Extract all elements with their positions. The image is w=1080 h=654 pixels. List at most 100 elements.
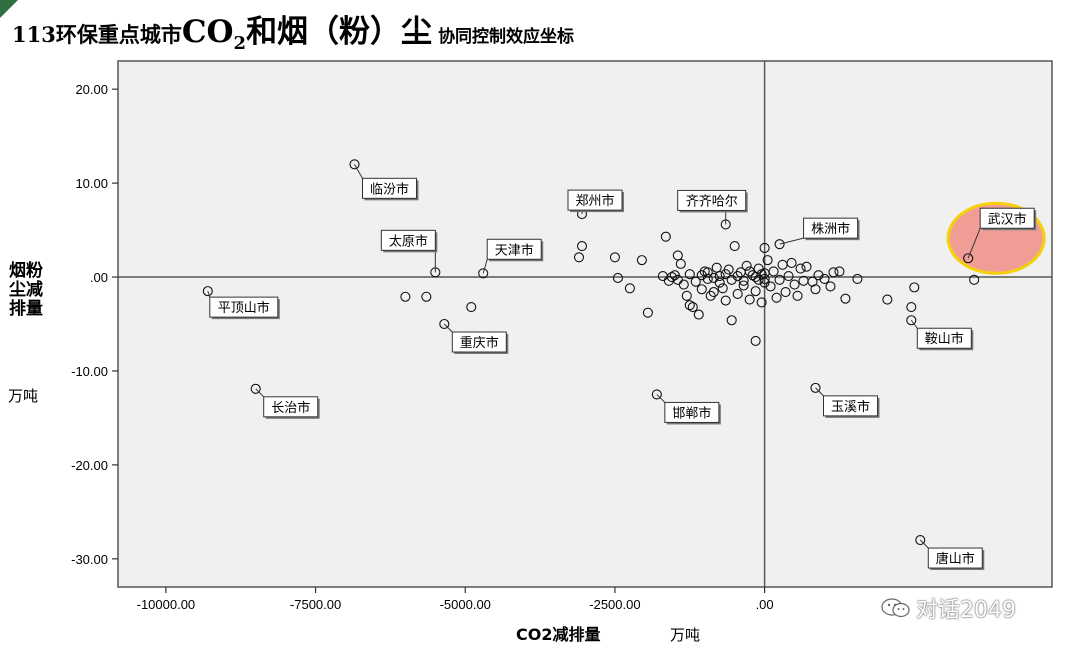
data-point bbox=[714, 271, 725, 282]
title-part3: 协同控制效应坐标 bbox=[438, 27, 575, 47]
data-point bbox=[705, 290, 716, 301]
point-label: 唐山市 bbox=[936, 551, 975, 567]
x-axis-unit: 万吨 bbox=[670, 626, 701, 644]
data-point bbox=[609, 252, 620, 263]
data-point bbox=[882, 294, 893, 305]
data-point bbox=[834, 266, 845, 277]
data-point bbox=[738, 275, 749, 286]
label-box bbox=[916, 327, 972, 349]
data-point bbox=[720, 269, 731, 280]
label-box bbox=[361, 177, 417, 199]
y-tick-label: .00 bbox=[90, 270, 108, 285]
point-label: 株洲市 bbox=[811, 221, 850, 237]
point-label: 平顶山市 bbox=[218, 300, 270, 316]
data-point bbox=[825, 281, 836, 292]
title-co2: CO2和烟（粉）尘 bbox=[182, 6, 432, 54]
point-label: 重庆市 bbox=[460, 335, 499, 351]
data-point bbox=[786, 257, 797, 268]
data-point bbox=[687, 302, 698, 313]
wechat-icon bbox=[881, 598, 910, 618]
data-point bbox=[690, 276, 701, 287]
data-point bbox=[819, 273, 830, 284]
data-point bbox=[906, 302, 917, 313]
data-point bbox=[810, 284, 821, 295]
point-label: 临汾市 bbox=[370, 181, 409, 197]
data-point bbox=[642, 307, 653, 318]
labeled-data-point bbox=[651, 389, 662, 400]
label-leader-line bbox=[656, 394, 666, 403]
point-label: 玉溪市 bbox=[831, 399, 870, 415]
y-tick-label: -20.00 bbox=[71, 458, 108, 473]
data-point bbox=[795, 263, 806, 274]
data-point bbox=[720, 295, 731, 306]
labeled-data-point bbox=[250, 383, 261, 394]
data-point bbox=[708, 287, 719, 298]
title-co: CO bbox=[181, 14, 234, 50]
data-point bbox=[421, 291, 432, 302]
label-box bbox=[927, 547, 983, 569]
data-point bbox=[909, 282, 920, 293]
point-label: 长治市 bbox=[271, 400, 310, 416]
data-point bbox=[840, 293, 851, 304]
x-tick-label: -5000.00 bbox=[440, 597, 491, 612]
data-point bbox=[753, 274, 764, 285]
labeled-data-point bbox=[906, 315, 917, 326]
point-label: 齐齐哈尔 bbox=[686, 193, 738, 209]
label-leader-line bbox=[967, 228, 981, 259]
data-point bbox=[717, 283, 728, 294]
corner-decoration bbox=[0, 0, 18, 18]
data-point bbox=[400, 291, 411, 302]
point-label: 天津市 bbox=[495, 242, 534, 258]
y-axis-unit: 万吨 bbox=[8, 387, 39, 405]
x-axis-label: CO2减排量 bbox=[516, 625, 601, 644]
data-point bbox=[696, 284, 707, 295]
labeled-data-point bbox=[810, 382, 821, 393]
data-point bbox=[681, 290, 692, 301]
data-point bbox=[750, 286, 761, 297]
label-leader-line bbox=[354, 164, 363, 179]
data-point bbox=[759, 273, 770, 284]
point-label: 郑州市 bbox=[575, 193, 614, 209]
data-point bbox=[573, 252, 585, 263]
label-box bbox=[677, 189, 747, 211]
x-tick-label: .00 bbox=[756, 597, 774, 612]
data-point bbox=[789, 279, 800, 290]
data-point bbox=[636, 255, 647, 266]
label-leader-line bbox=[207, 290, 211, 298]
data-point bbox=[466, 302, 477, 313]
point-label: 邯郸市 bbox=[672, 405, 711, 421]
data-point bbox=[624, 283, 635, 294]
label-leader-line bbox=[815, 387, 824, 397]
data-point bbox=[666, 271, 677, 283]
x-tick-label: -7500.00 bbox=[290, 597, 341, 612]
data-point bbox=[813, 270, 824, 281]
y-tick-label: 10.00 bbox=[75, 176, 108, 191]
label-leader-line bbox=[919, 539, 929, 549]
data-point bbox=[774, 274, 785, 285]
data-point bbox=[744, 266, 755, 277]
label-leader-line bbox=[779, 237, 804, 245]
label-box bbox=[664, 401, 720, 423]
data-point bbox=[729, 240, 740, 252]
data-point bbox=[780, 287, 791, 298]
data-point bbox=[759, 242, 770, 253]
plot-area bbox=[117, 60, 1053, 588]
points-layer bbox=[202, 159, 980, 546]
data-point bbox=[726, 274, 737, 285]
data-point bbox=[852, 273, 863, 284]
data-point bbox=[696, 270, 707, 281]
reference-lines bbox=[118, 61, 1052, 587]
data-point bbox=[576, 240, 588, 252]
data-point bbox=[675, 258, 686, 269]
label-box bbox=[380, 229, 436, 251]
data-point bbox=[783, 271, 794, 282]
label-box bbox=[567, 189, 623, 211]
label-leader-line bbox=[255, 388, 265, 398]
label-leader-line bbox=[443, 323, 453, 333]
data-point bbox=[702, 273, 713, 284]
data-point bbox=[768, 266, 779, 277]
data-point bbox=[744, 294, 755, 305]
label-leader-line bbox=[482, 259, 488, 274]
